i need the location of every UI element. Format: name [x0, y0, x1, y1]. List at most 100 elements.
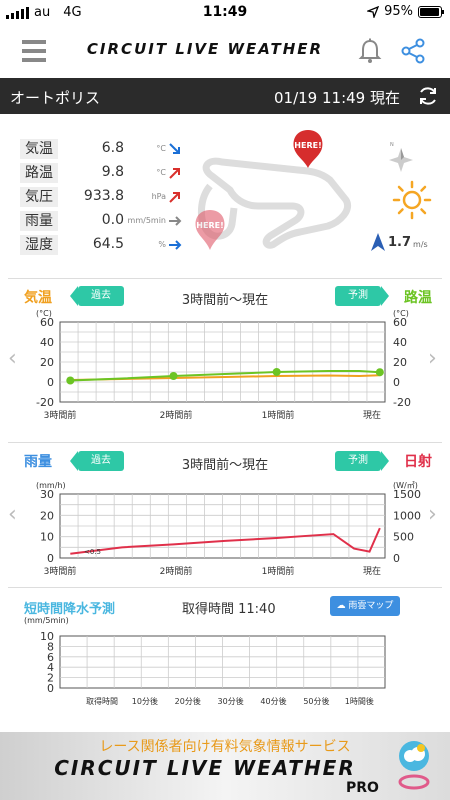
- x-tick-label: 1時間前: [262, 565, 295, 577]
- compass-icon: N: [389, 142, 413, 172]
- rain-solar-chart: 0 10 20 30 0 500 1000 1500 (mm/h) (W/㎡) 3時間前 2時間前 1時…: [36, 481, 421, 577]
- refresh-icon[interactable]: [416, 84, 440, 108]
- battery-fill: [420, 7, 439, 16]
- x-tick-label: 1時間後: [345, 696, 374, 706]
- weather-value: 933.8: [83, 188, 124, 204]
- series-point-路温: [272, 368, 281, 376]
- weather-label: 気圧: [20, 187, 58, 207]
- rain-next-arrow[interactable]: ›: [428, 502, 437, 527]
- banner-pro-label: PRO: [346, 780, 379, 796]
- y-unit-right: (W/㎡): [393, 481, 418, 490]
- temp-range-label: 3時間前〜現在: [181, 293, 269, 308]
- y-tick-label: 4: [47, 661, 54, 674]
- short-forecast-acquired: 取得時間 11:40: [182, 602, 276, 617]
- trend-down-icon: [169, 143, 180, 154]
- temp-prev-arrow[interactable]: ‹: [8, 346, 17, 371]
- rain-forecast-button[interactable]: 予測: [335, 451, 389, 471]
- weather-label: 気温: [20, 139, 58, 159]
- rain-prev-arrow[interactable]: ‹: [8, 502, 17, 527]
- y-tick-label: 10: [40, 630, 54, 643]
- here-marker-current[interactable]: HERE!: [293, 130, 323, 168]
- weather-value: 0.0: [101, 212, 124, 228]
- rain-cloud-map-button[interactable]: ☁ 雨雲マップ: [330, 596, 400, 616]
- y-tick-right: 500: [393, 531, 414, 544]
- weather-unit: mm/5min: [127, 216, 166, 225]
- battery-percent: 95%: [384, 4, 413, 19]
- weather-row: 気温 6.8 °C: [20, 138, 180, 162]
- series-point-路温: [169, 372, 178, 380]
- series-point-路温: [66, 376, 75, 385]
- y-tick-left: 0: [47, 552, 54, 565]
- status-right: 95%: [367, 4, 444, 19]
- x-tick-label: 10分後: [132, 696, 158, 706]
- app-header: CIRCUIT LIVE WEATHER: [0, 26, 450, 76]
- forecast-y-unit: (mm/5min): [24, 616, 69, 625]
- divider: [8, 442, 442, 443]
- y-tick-left: 10: [40, 531, 54, 544]
- weather-row: 気圧 933.8 hPa: [20, 186, 180, 210]
- x-tick-label: 20分後: [175, 696, 201, 706]
- network-label: 4G: [63, 5, 82, 20]
- y-unit-left: (°C): [36, 310, 52, 318]
- battery-icon: [418, 5, 444, 18]
- signal-icon: [6, 6, 29, 19]
- x-tick-label: 30分後: [218, 696, 244, 706]
- y-tick-label: 8: [47, 640, 54, 653]
- y-tick-left: 20: [40, 356, 54, 369]
- circuit-name[interactable]: オートポリス: [10, 89, 101, 107]
- rain-panel-right-label: 日射: [404, 454, 432, 470]
- banner-title: CIRCUIT LIVE WEATHER: [54, 756, 356, 780]
- divider: [8, 278, 442, 279]
- x-tick-label: 50分後: [303, 696, 329, 706]
- weather-label: 湿度: [20, 235, 58, 255]
- y-tick-right: 1500: [393, 488, 421, 501]
- x-tick-label: 1時間前: [262, 409, 295, 421]
- status-left: au 4G: [6, 5, 82, 20]
- status-bar: au 4G 11:49 95%: [0, 0, 450, 26]
- trend-up-icon: [169, 192, 180, 203]
- y-tick-right: 0: [393, 376, 400, 389]
- weather-unit: °C: [156, 144, 166, 153]
- sun-icon: [392, 180, 432, 220]
- here-marker-past[interactable]: HERE!: [195, 210, 225, 250]
- temp-past-button[interactable]: 過去: [70, 286, 124, 306]
- series-line-日射: [70, 527, 381, 555]
- temp-next-arrow[interactable]: ›: [428, 346, 437, 371]
- weather-row: 湿度 64.5%: [20, 234, 182, 258]
- menu-icon[interactable]: [22, 40, 46, 62]
- y-tick-right: 0: [393, 552, 400, 565]
- y-unit-left: (mm/h): [36, 481, 66, 490]
- y-tick-left: -20: [36, 396, 54, 409]
- y-tick-left: 0: [47, 376, 54, 389]
- weather-value: 6.8: [101, 140, 124, 156]
- y-tick-right: 1000: [393, 509, 421, 522]
- app-logo: CIRCUIT LIVE WEATHER: [86, 40, 324, 58]
- series-point-路温: [375, 368, 384, 377]
- rain-cloud-map-label: 雨雲マップ: [348, 601, 394, 611]
- wind-direction-icon: [371, 233, 385, 251]
- rain-past-button[interactable]: 過去: [70, 451, 124, 471]
- y-tick-right: -20: [393, 396, 411, 409]
- x-tick-label: 3時間前: [44, 409, 77, 421]
- pro-banner[interactable]: レース関係者向け有料気象情報サービス CIRCUIT LIVE WEATHER …: [0, 732, 450, 800]
- x-tick-label: 2時間前: [160, 409, 193, 421]
- rain-range-label: 3時間前〜現在: [181, 458, 269, 473]
- weather-unit: hPa: [151, 192, 166, 201]
- rain-panel-left-label: 雨量: [24, 454, 52, 470]
- weather-unit: °C: [156, 168, 166, 177]
- here-marker-label: HERE!: [294, 141, 321, 150]
- bell-icon[interactable]: [358, 38, 382, 64]
- temp-panel-right-label: 路温: [404, 290, 432, 306]
- weather-pin-icon: [398, 741, 430, 790]
- y-tick-left: 60: [40, 316, 54, 329]
- circuit-map: HERE! HERE!: [195, 130, 351, 250]
- cloud-icon: ☁: [336, 601, 346, 611]
- temp-forecast-button[interactable]: 予測: [335, 286, 389, 306]
- share-icon[interactable]: [400, 38, 426, 64]
- x-tick-label: 取得時間: [86, 696, 118, 706]
- weather-unit: %: [158, 240, 166, 249]
- series-line-路温: [70, 370, 380, 382]
